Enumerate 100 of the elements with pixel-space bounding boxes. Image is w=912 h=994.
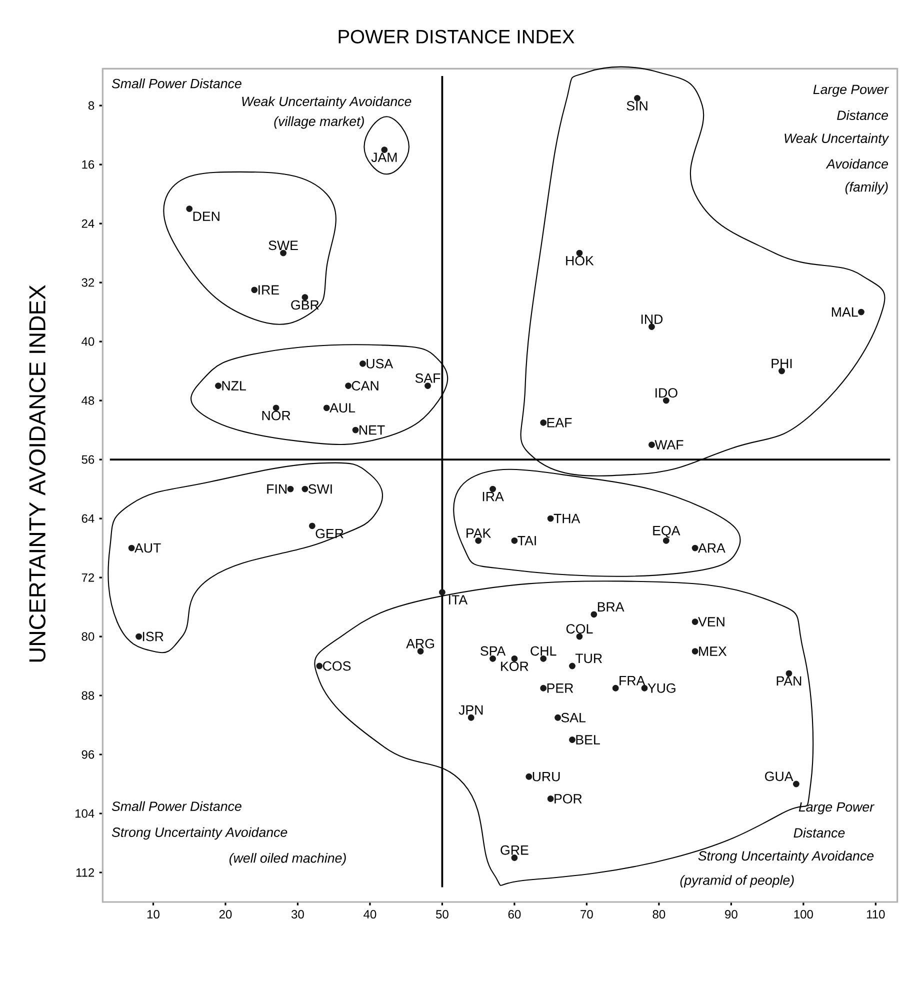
series-label: BRA bbox=[598, 602, 624, 612]
point bbox=[316, 662, 323, 670]
series-label: SPA bbox=[480, 646, 506, 656]
y-tick-label: 24 bbox=[82, 219, 94, 228]
series-label: JAM bbox=[371, 152, 397, 162]
point bbox=[308, 522, 316, 530]
series-label: GRE bbox=[500, 845, 528, 855]
series-label: SAL bbox=[561, 712, 586, 722]
series-label: THA bbox=[554, 514, 580, 524]
x-tick-label: 20 bbox=[219, 910, 232, 919]
annotation: Avoidance bbox=[826, 158, 888, 169]
point bbox=[648, 324, 655, 330]
point bbox=[490, 486, 496, 492]
y-tick-label: 72 bbox=[82, 573, 94, 582]
point bbox=[634, 94, 640, 102]
y-tick-label: 48 bbox=[82, 396, 94, 405]
point bbox=[424, 382, 431, 389]
y-tick-label: 88 bbox=[82, 691, 94, 700]
annotation: (well oiled machine) bbox=[229, 853, 346, 866]
series-label: COS bbox=[322, 661, 351, 671]
series-label: HOK bbox=[566, 256, 594, 266]
y-tick-label: 32 bbox=[82, 278, 94, 287]
series-label: JPN bbox=[458, 705, 483, 715]
point bbox=[569, 662, 576, 670]
series-label: NOR bbox=[262, 410, 290, 420]
annotation: Strong Uncertainty Avoidance bbox=[698, 850, 874, 864]
series-label: IDO bbox=[656, 388, 678, 398]
x-tick-label: 50 bbox=[436, 910, 448, 919]
annotation: (family) bbox=[845, 182, 888, 194]
series-label: ITA bbox=[449, 595, 468, 604]
x-tick-label: 40 bbox=[364, 910, 376, 919]
series-label: EQA bbox=[653, 526, 680, 538]
annotation: Strong Uncertainty Avoidance bbox=[112, 827, 288, 840]
point bbox=[554, 714, 561, 721]
point bbox=[540, 419, 547, 426]
annotation: Weak Uncertainty bbox=[784, 133, 890, 146]
series-label: GBR bbox=[291, 300, 319, 310]
y-tick-label: 96 bbox=[82, 750, 94, 759]
point bbox=[136, 633, 142, 640]
series-label: TUR bbox=[575, 654, 602, 664]
annotation: Small Power Distance bbox=[112, 801, 242, 812]
point bbox=[287, 486, 294, 492]
point bbox=[547, 515, 554, 522]
point bbox=[511, 655, 518, 662]
point bbox=[540, 684, 547, 692]
series-label: SWE bbox=[268, 240, 298, 250]
x-tick-label: 110 bbox=[867, 910, 885, 919]
point bbox=[648, 442, 655, 448]
series-label: KOR bbox=[501, 662, 528, 672]
point bbox=[439, 589, 446, 596]
point bbox=[360, 360, 366, 367]
series-label: NET bbox=[360, 425, 385, 435]
point bbox=[792, 780, 800, 788]
series-label: YUG bbox=[648, 683, 676, 693]
series-label: PHI bbox=[772, 358, 792, 368]
y-axis-title: UNCERTAINTY AVOIDANCE INDEX bbox=[29, 285, 46, 662]
series-label: SIN bbox=[626, 101, 648, 111]
annotation: (pyramid of people) bbox=[680, 875, 794, 888]
y-tick-label: 56 bbox=[82, 455, 94, 464]
point bbox=[590, 611, 598, 618]
point bbox=[692, 648, 698, 654]
y-tick-label: 8 bbox=[88, 101, 94, 110]
y-tick-label: 40 bbox=[82, 337, 94, 346]
series-label: SAF bbox=[415, 373, 440, 383]
point bbox=[511, 537, 518, 544]
series-label: ISR bbox=[142, 632, 164, 642]
annotation: Weak Uncertainty Avoidance bbox=[242, 96, 412, 109]
point bbox=[215, 382, 222, 389]
series-label: CHL bbox=[530, 646, 556, 656]
x-tick-label: 30 bbox=[292, 910, 304, 919]
point bbox=[576, 250, 583, 256]
point bbox=[251, 286, 258, 294]
y-tick-label: 104 bbox=[76, 809, 94, 818]
series-label: COL bbox=[566, 624, 593, 634]
annotation: Large Power bbox=[813, 84, 889, 97]
point bbox=[345, 382, 352, 389]
point bbox=[128, 544, 135, 552]
series-label: ARG bbox=[406, 638, 434, 648]
series-label: ARA bbox=[698, 543, 726, 553]
x-tick-label: 70 bbox=[580, 910, 593, 919]
point bbox=[858, 308, 864, 316]
point bbox=[302, 294, 308, 300]
series-label: GUA bbox=[765, 772, 794, 782]
annotation: Distance bbox=[837, 110, 888, 120]
series-label: USA bbox=[366, 358, 394, 368]
series-label: IRA bbox=[482, 492, 504, 502]
series-label: POR bbox=[554, 794, 582, 804]
y-tick-label: 16 bbox=[82, 160, 94, 169]
series-label: GER bbox=[316, 528, 344, 538]
point bbox=[692, 544, 698, 552]
series-label: EAF bbox=[547, 418, 572, 428]
y-tick-label: 64 bbox=[82, 514, 94, 523]
annotation: Large Power bbox=[798, 802, 874, 814]
x-tick-label: 80 bbox=[652, 910, 666, 919]
series-label: DEN bbox=[193, 212, 220, 221]
series-label: AUL bbox=[330, 403, 356, 413]
series-label: AUT bbox=[134, 543, 161, 553]
series-label: PER bbox=[547, 684, 574, 693]
x-tick-label: 60 bbox=[508, 910, 521, 919]
series-label: WAF bbox=[654, 440, 684, 450]
